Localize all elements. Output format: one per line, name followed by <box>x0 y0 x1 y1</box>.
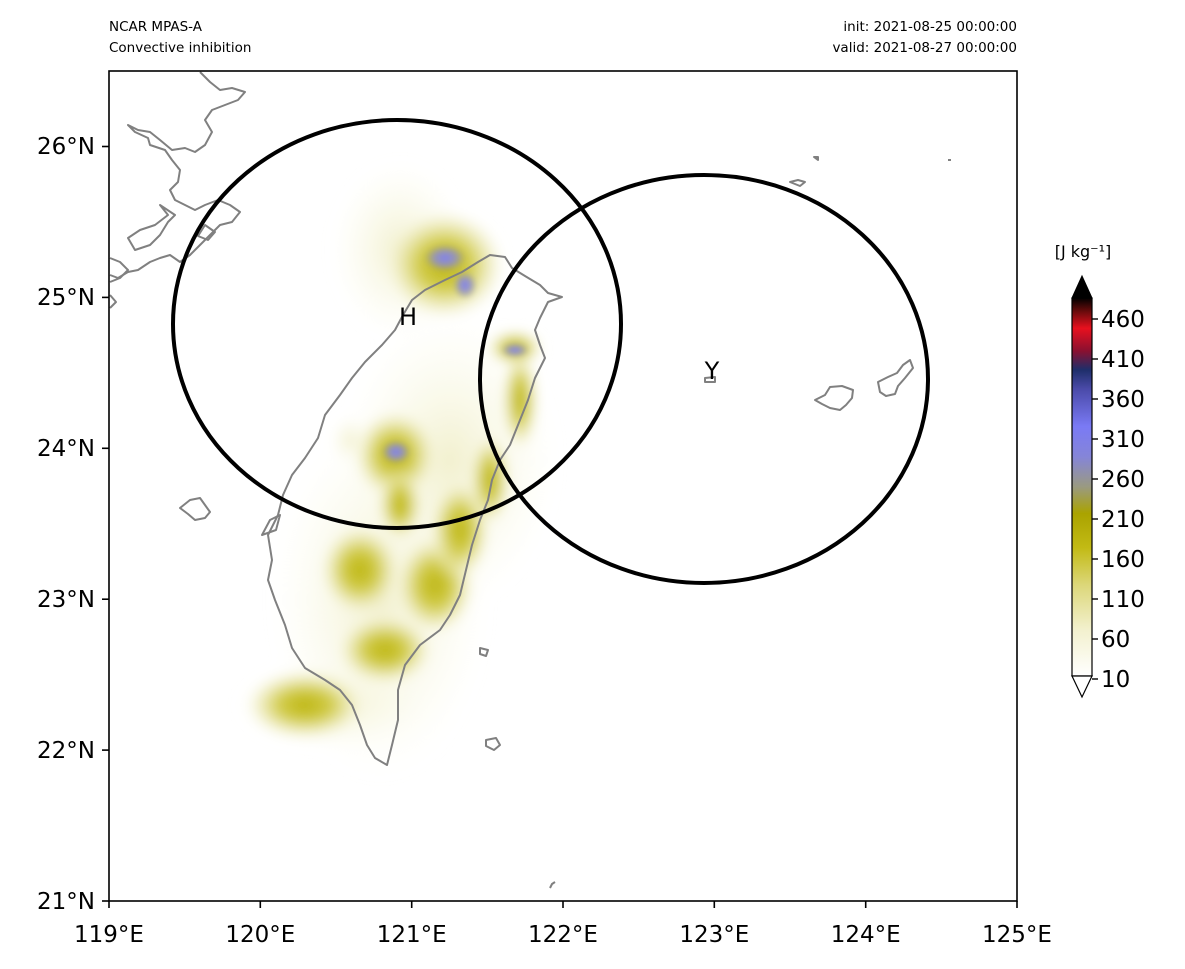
x-tick-label: 121°E <box>377 922 447 948</box>
colorbar-extend-min <box>1071 675 1093 699</box>
y-tick-label: 22°N <box>37 738 95 764</box>
cin-field <box>235 160 560 780</box>
colorbar-tick-label: 210 <box>1101 507 1145 533</box>
circles-layer: H Y <box>171 118 930 585</box>
y-tick-label: 26°N <box>37 134 95 160</box>
map-frame <box>108 70 1018 902</box>
colorbar-tick-label: 260 <box>1101 467 1145 493</box>
colorbar-tick-label: 310 <box>1101 427 1145 453</box>
y-tick-label: 24°N <box>37 436 95 462</box>
miyako-coast <box>877 359 914 397</box>
x-tick-label: 123°E <box>679 922 749 948</box>
valid-time: valid: 2021-08-27 00:00:00 <box>832 40 1017 56</box>
colorbar-tick-label: 60 <box>1101 627 1130 653</box>
init-time: init: 2021-08-25 00:00:00 <box>843 19 1017 35</box>
header-right: init: 2021-08-25 00:00:00 valid: 2021-08… <box>832 17 1017 59</box>
x-tick-label: 125°E <box>982 922 1052 948</box>
x-tick-label: 122°E <box>528 922 598 948</box>
x-axis: 119°E 120°E 121°E 122°E 123°E 124°E 125°… <box>74 901 1052 948</box>
circle-y <box>478 173 930 585</box>
ishigaki-coast <box>814 385 854 411</box>
taiwan-coast <box>267 254 563 766</box>
y-tick-label: 21°N <box>37 889 95 915</box>
china-coast <box>109 71 246 279</box>
y-axis: 21°N 22°N 23°N 24°N 25°N 26°N <box>37 134 109 915</box>
penghu-islands <box>179 497 211 521</box>
x-tick-label: 119°E <box>74 922 144 948</box>
colorbar-tick-label: 110 <box>1101 587 1145 613</box>
field-name: Convective inhibition <box>109 40 252 56</box>
circle-y-label: Y <box>704 357 720 385</box>
colorbar-extend-max <box>1071 274 1093 299</box>
colorbar-tick-label: 360 <box>1101 387 1145 413</box>
x-tick-label: 124°E <box>831 922 901 948</box>
y-tick-label: 25°N <box>37 285 95 311</box>
colorbar-tick-label: 410 <box>1101 347 1145 373</box>
model-name: NCAR MPAS-A <box>109 19 202 35</box>
x-tick-label: 120°E <box>225 922 295 948</box>
colorbar-tick-label: 160 <box>1101 547 1145 573</box>
y-tick-label: 23°N <box>37 587 95 613</box>
colorbar-tick-label: 460 <box>1101 307 1145 333</box>
colorbar-tick-label: 10 <box>1101 667 1130 693</box>
circle-h-label: H <box>399 303 417 331</box>
colorbar-unit: [J kg⁻¹] <box>1055 242 1112 261</box>
colorbar: [J kg⁻¹] 10 60 110 160 210 260 310 360 4… <box>1055 242 1145 699</box>
circle-h <box>171 118 623 530</box>
colorbar-bar <box>1071 297 1093 677</box>
coastlines <box>109 71 951 889</box>
header-left: NCAR MPAS-A Convective inhibition <box>109 17 251 59</box>
